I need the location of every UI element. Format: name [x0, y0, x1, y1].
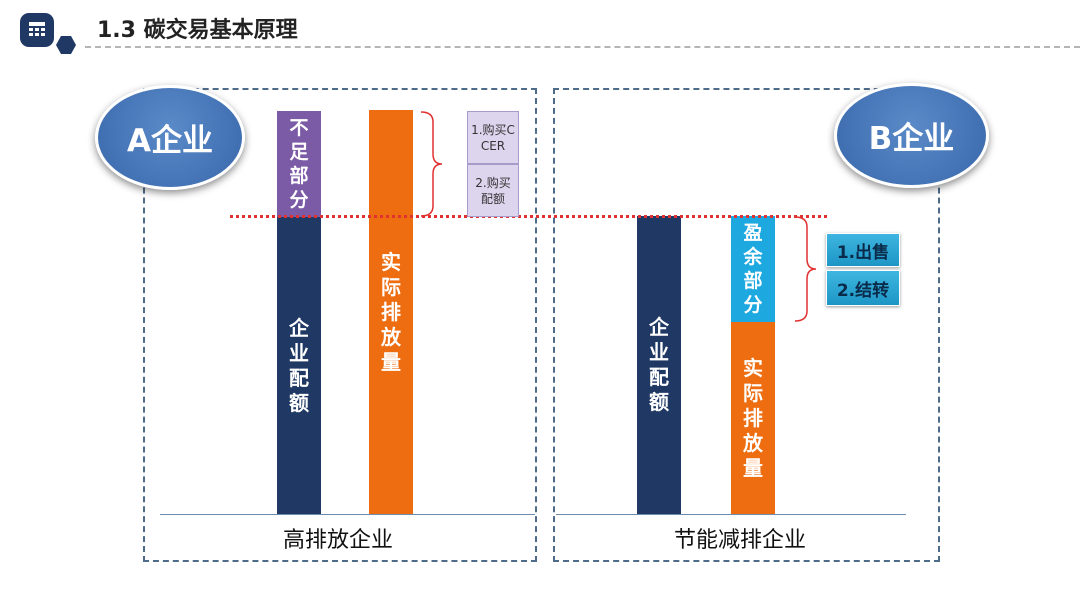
panel-b-frame	[553, 88, 940, 562]
allowance-level-line	[230, 215, 827, 218]
header-icon-hexagon	[56, 36, 76, 54]
surplus-label: 盈余部分	[743, 222, 763, 316]
header-icon-badge	[20, 13, 54, 47]
panel-a-frame	[143, 88, 537, 562]
allowance-bar-b: 企业配额	[637, 216, 681, 514]
caption-high-emission: 高排放企业	[282, 528, 393, 553]
page-title: 1.3 碳交易基本原理	[97, 18, 298, 43]
bracket-b	[794, 216, 817, 322]
company-a-badge: A企业	[95, 85, 245, 190]
shortfall-label: 不足部分	[289, 117, 309, 211]
baseline-b	[556, 514, 906, 515]
option-buy-allowance: 2.购买配额	[467, 164, 519, 217]
company-b-badge: B企业	[834, 83, 989, 188]
option-sell: 1.出售	[826, 233, 900, 267]
option-buy-ccer: 1.购买CCER	[467, 111, 519, 164]
actual-emission-label-a: 实际排放量	[381, 249, 401, 374]
option-carry-over: 2.结转	[826, 270, 900, 306]
actual-emission-bar-a: 实际排放量	[369, 110, 413, 514]
shortfall-bar: 不足部分	[277, 111, 321, 217]
surplus-bar: 盈余部分	[731, 216, 775, 322]
allowance-bar-a: 企业配额	[277, 217, 321, 514]
allowance-label-a: 企业配额	[289, 315, 309, 415]
allowance-label-b: 企业配额	[649, 315, 669, 414]
table-icon	[29, 22, 45, 36]
bracket-a	[420, 111, 443, 217]
baseline-a	[160, 514, 535, 515]
header-divider	[85, 46, 1080, 48]
actual-emission-label-b: 实际排放量	[743, 355, 763, 480]
actual-emission-bar-b: 实际排放量	[731, 322, 775, 514]
caption-energy-saving: 节能减排企业	[673, 528, 806, 553]
